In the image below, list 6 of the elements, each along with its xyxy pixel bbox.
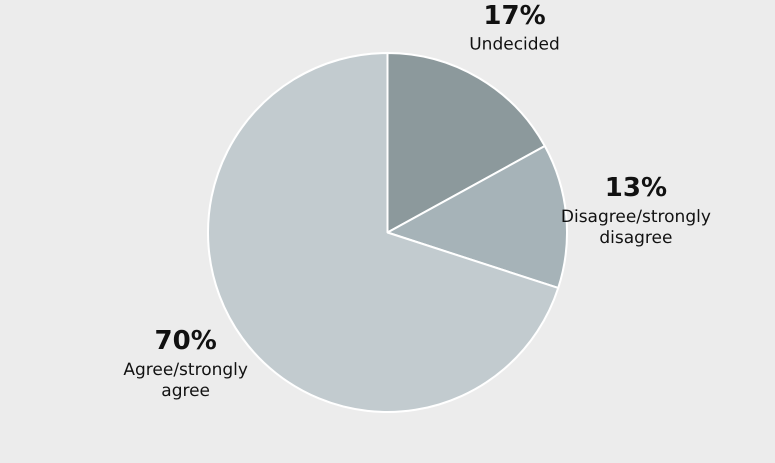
data-label: 13% bbox=[604, 173, 668, 204]
data-label: 17% bbox=[483, 0, 546, 31]
data-label: 70% bbox=[154, 326, 217, 356]
slice-label: Agree/strongly agree bbox=[123, 360, 248, 401]
slice-label: Undecided bbox=[469, 34, 560, 55]
slice-label: Disagree/strongly disagree bbox=[560, 206, 711, 248]
